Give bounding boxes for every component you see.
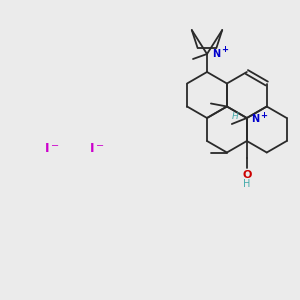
Text: I: I — [45, 142, 49, 154]
Text: O: O — [242, 170, 251, 180]
Text: +: + — [260, 110, 267, 119]
Text: N: N — [212, 49, 220, 59]
Text: +: + — [221, 46, 228, 55]
Text: I: I — [90, 142, 94, 154]
Text: H: H — [243, 179, 250, 189]
Text: −: − — [96, 141, 104, 151]
Text: N: N — [251, 114, 259, 124]
Text: H: H — [232, 112, 238, 121]
Text: −: − — [51, 141, 59, 151]
